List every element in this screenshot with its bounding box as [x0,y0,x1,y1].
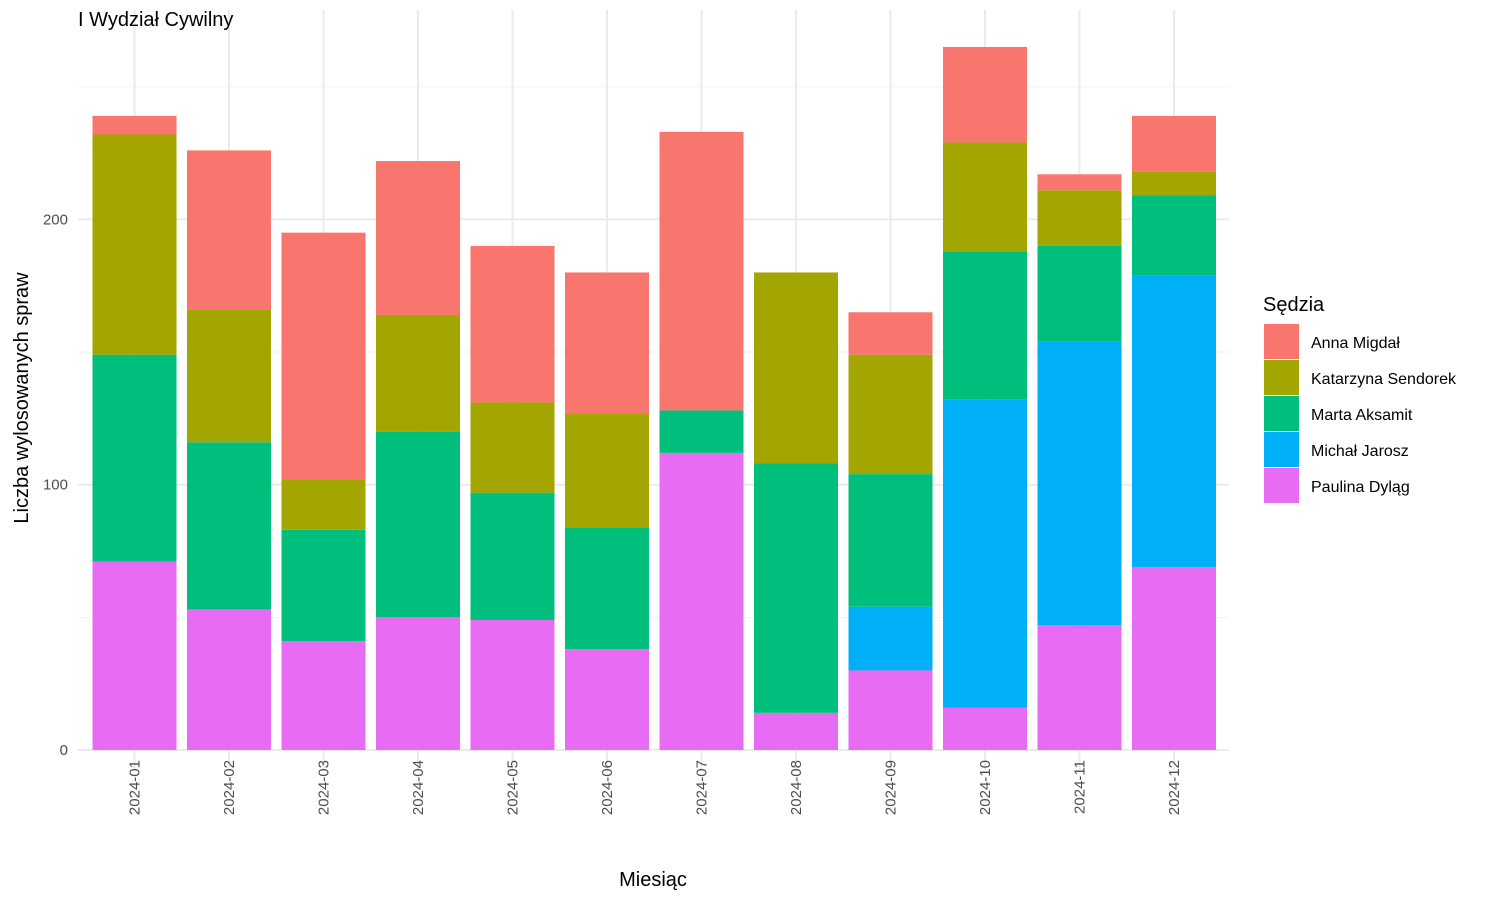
bar-segment [754,272,838,464]
bar-segment [943,707,1027,750]
bar-segment [659,410,744,453]
x-tick-label: 2024-06 [599,760,616,815]
bar-segment [565,527,649,650]
y-tick-label: 0 [60,742,68,759]
bar-segment [1037,341,1122,626]
bar-segment [470,492,555,621]
bar-segment [92,115,177,135]
bar-segment [281,641,366,750]
bar-segment [1132,275,1216,567]
bar-segment [1132,195,1216,276]
x-tick-label: 2024-07 [694,760,711,815]
legend-swatch [1264,396,1299,431]
chart-title: I Wydział Cywilny [78,9,233,31]
bar-segment [1037,174,1122,191]
x-tick-label: 2024-02 [221,760,238,815]
legend-swatch [1264,432,1299,467]
bar-segment [92,354,177,562]
bar-segment [1132,115,1216,172]
bar-segment [187,150,271,310]
x-tick-label: 2024-12 [1166,760,1183,815]
y-tick-label: 200 [43,211,68,228]
bar-segment [281,232,366,480]
legend-swatch [1264,360,1299,395]
bar-segment [943,399,1027,708]
bar-segment [1132,566,1216,750]
bar-segment [754,463,838,713]
legend-label: Marta Aksamit [1311,407,1413,424]
legend-label: Katarzyna Sendorek [1311,371,1457,388]
bars [92,46,1216,750]
bar-segment [848,474,933,607]
y-axis-title: Liczba wylosowanych spraw [11,272,33,524]
y-tick-labels: 0 100 200 [43,211,68,759]
bar-segment [92,561,177,750]
x-tick-labels: 2024-01 2024-02 2024-03 2024-04 2024-05 2024-… [127,760,1184,815]
x-axis-title: Miesiąc [619,869,687,891]
bar-segment [848,670,933,750]
legend-swatch [1264,324,1299,359]
y-tick-label: 100 [43,477,68,494]
bar-segment [1132,171,1216,196]
bar-segment [376,314,460,432]
bar-segment [848,606,933,671]
bar-segment [659,452,744,750]
x-tick-label: 2024-01 [127,760,144,815]
bar-segment [470,620,555,750]
bar-segment [281,529,366,642]
x-tick-label: 2024-04 [410,760,427,815]
legend-label: Paulina Dyląg [1311,479,1410,496]
bar-segment [470,402,555,493]
bar-segment [659,131,744,411]
x-tick-label: 2024-09 [883,760,900,815]
x-tick-label: 2024-03 [316,760,333,815]
x-tick-label: 2024-11 [1072,760,1089,814]
bar-segment [376,617,460,750]
legend: Sędzia Anna Migdał Katarzyna Sendorek Mart… [1263,294,1457,503]
legend-title: Sędzia [1263,294,1325,316]
bar-segment [187,309,271,443]
x-tick-label: 2024-05 [505,760,522,815]
bar-segment [281,479,366,530]
bar-segment [376,161,460,315]
bar-segment [376,431,460,618]
bar-segment [848,354,933,475]
bar-segment [187,609,271,750]
bar-segment [943,46,1027,143]
bar-segment [470,245,555,403]
bar-segment [943,251,1027,400]
legend-label: Anna Migdał [1311,335,1400,352]
bar-segment [187,442,271,610]
bar-segment [754,712,838,750]
bar-segment [943,142,1027,252]
bar-segment [92,134,177,355]
bar-segment [565,649,649,750]
x-tick-label: 2024-10 [977,760,994,815]
bar-segment [848,312,933,355]
bar-segment [1037,245,1122,342]
bar-segment [1037,190,1122,246]
legend-swatch [1264,468,1299,503]
bar-segment [565,272,649,414]
bar-segment [565,413,649,528]
bar-segment [1037,625,1122,750]
legend-label: Michał Jarosz [1311,443,1409,460]
x-tick-label: 2024-08 [788,760,805,815]
